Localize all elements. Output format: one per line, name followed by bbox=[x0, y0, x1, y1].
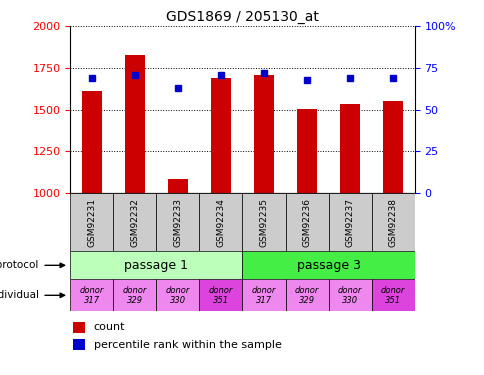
Text: donor
330: donor 330 bbox=[337, 286, 362, 305]
Bar bbox=[168, 179, 187, 193]
Text: growth protocol: growth protocol bbox=[0, 260, 39, 270]
Text: donor
351: donor 351 bbox=[208, 286, 233, 305]
Bar bbox=[156, 279, 199, 311]
Text: passage 3: passage 3 bbox=[296, 259, 360, 272]
Text: donor
317: donor 317 bbox=[251, 286, 276, 305]
Text: donor
317: donor 317 bbox=[79, 286, 104, 305]
Bar bbox=[242, 279, 285, 311]
Bar bbox=[297, 109, 316, 193]
Text: GSM92237: GSM92237 bbox=[345, 198, 354, 247]
Bar bbox=[285, 193, 328, 251]
Bar bbox=[328, 279, 371, 311]
Bar bbox=[328, 193, 371, 251]
Bar bbox=[70, 251, 242, 279]
Text: donor
330: donor 330 bbox=[166, 286, 190, 305]
Bar bbox=[371, 193, 414, 251]
Text: count: count bbox=[93, 322, 125, 332]
Text: passage 1: passage 1 bbox=[124, 259, 188, 272]
Bar bbox=[73, 339, 85, 350]
Text: donor
329: donor 329 bbox=[122, 286, 147, 305]
Text: percentile rank within the sample: percentile rank within the sample bbox=[93, 340, 281, 350]
Text: GSM92233: GSM92233 bbox=[173, 198, 182, 247]
Text: GSM92236: GSM92236 bbox=[302, 198, 311, 247]
Bar bbox=[254, 75, 273, 193]
Bar bbox=[113, 193, 156, 251]
Bar bbox=[113, 279, 156, 311]
Text: individual: individual bbox=[0, 290, 39, 300]
Bar bbox=[82, 92, 101, 193]
Bar bbox=[211, 78, 230, 193]
Text: GSM92232: GSM92232 bbox=[130, 198, 139, 247]
Bar bbox=[242, 251, 414, 279]
Bar bbox=[242, 193, 285, 251]
Bar bbox=[285, 279, 328, 311]
Title: GDS1869 / 205130_at: GDS1869 / 205130_at bbox=[166, 10, 318, 24]
Text: GSM92238: GSM92238 bbox=[388, 198, 397, 247]
Bar bbox=[70, 279, 113, 311]
Text: GSM92231: GSM92231 bbox=[87, 198, 96, 247]
Text: donor
329: donor 329 bbox=[294, 286, 318, 305]
Bar bbox=[70, 193, 113, 251]
Text: donor
351: donor 351 bbox=[380, 286, 405, 305]
Bar bbox=[199, 193, 242, 251]
Bar bbox=[383, 100, 402, 193]
Bar bbox=[371, 279, 414, 311]
Text: GSM92234: GSM92234 bbox=[216, 198, 225, 247]
Bar bbox=[156, 193, 199, 251]
Bar bbox=[125, 55, 144, 193]
Bar bbox=[73, 322, 85, 333]
Text: GSM92235: GSM92235 bbox=[259, 198, 268, 247]
Bar bbox=[340, 104, 359, 193]
Bar bbox=[199, 279, 242, 311]
